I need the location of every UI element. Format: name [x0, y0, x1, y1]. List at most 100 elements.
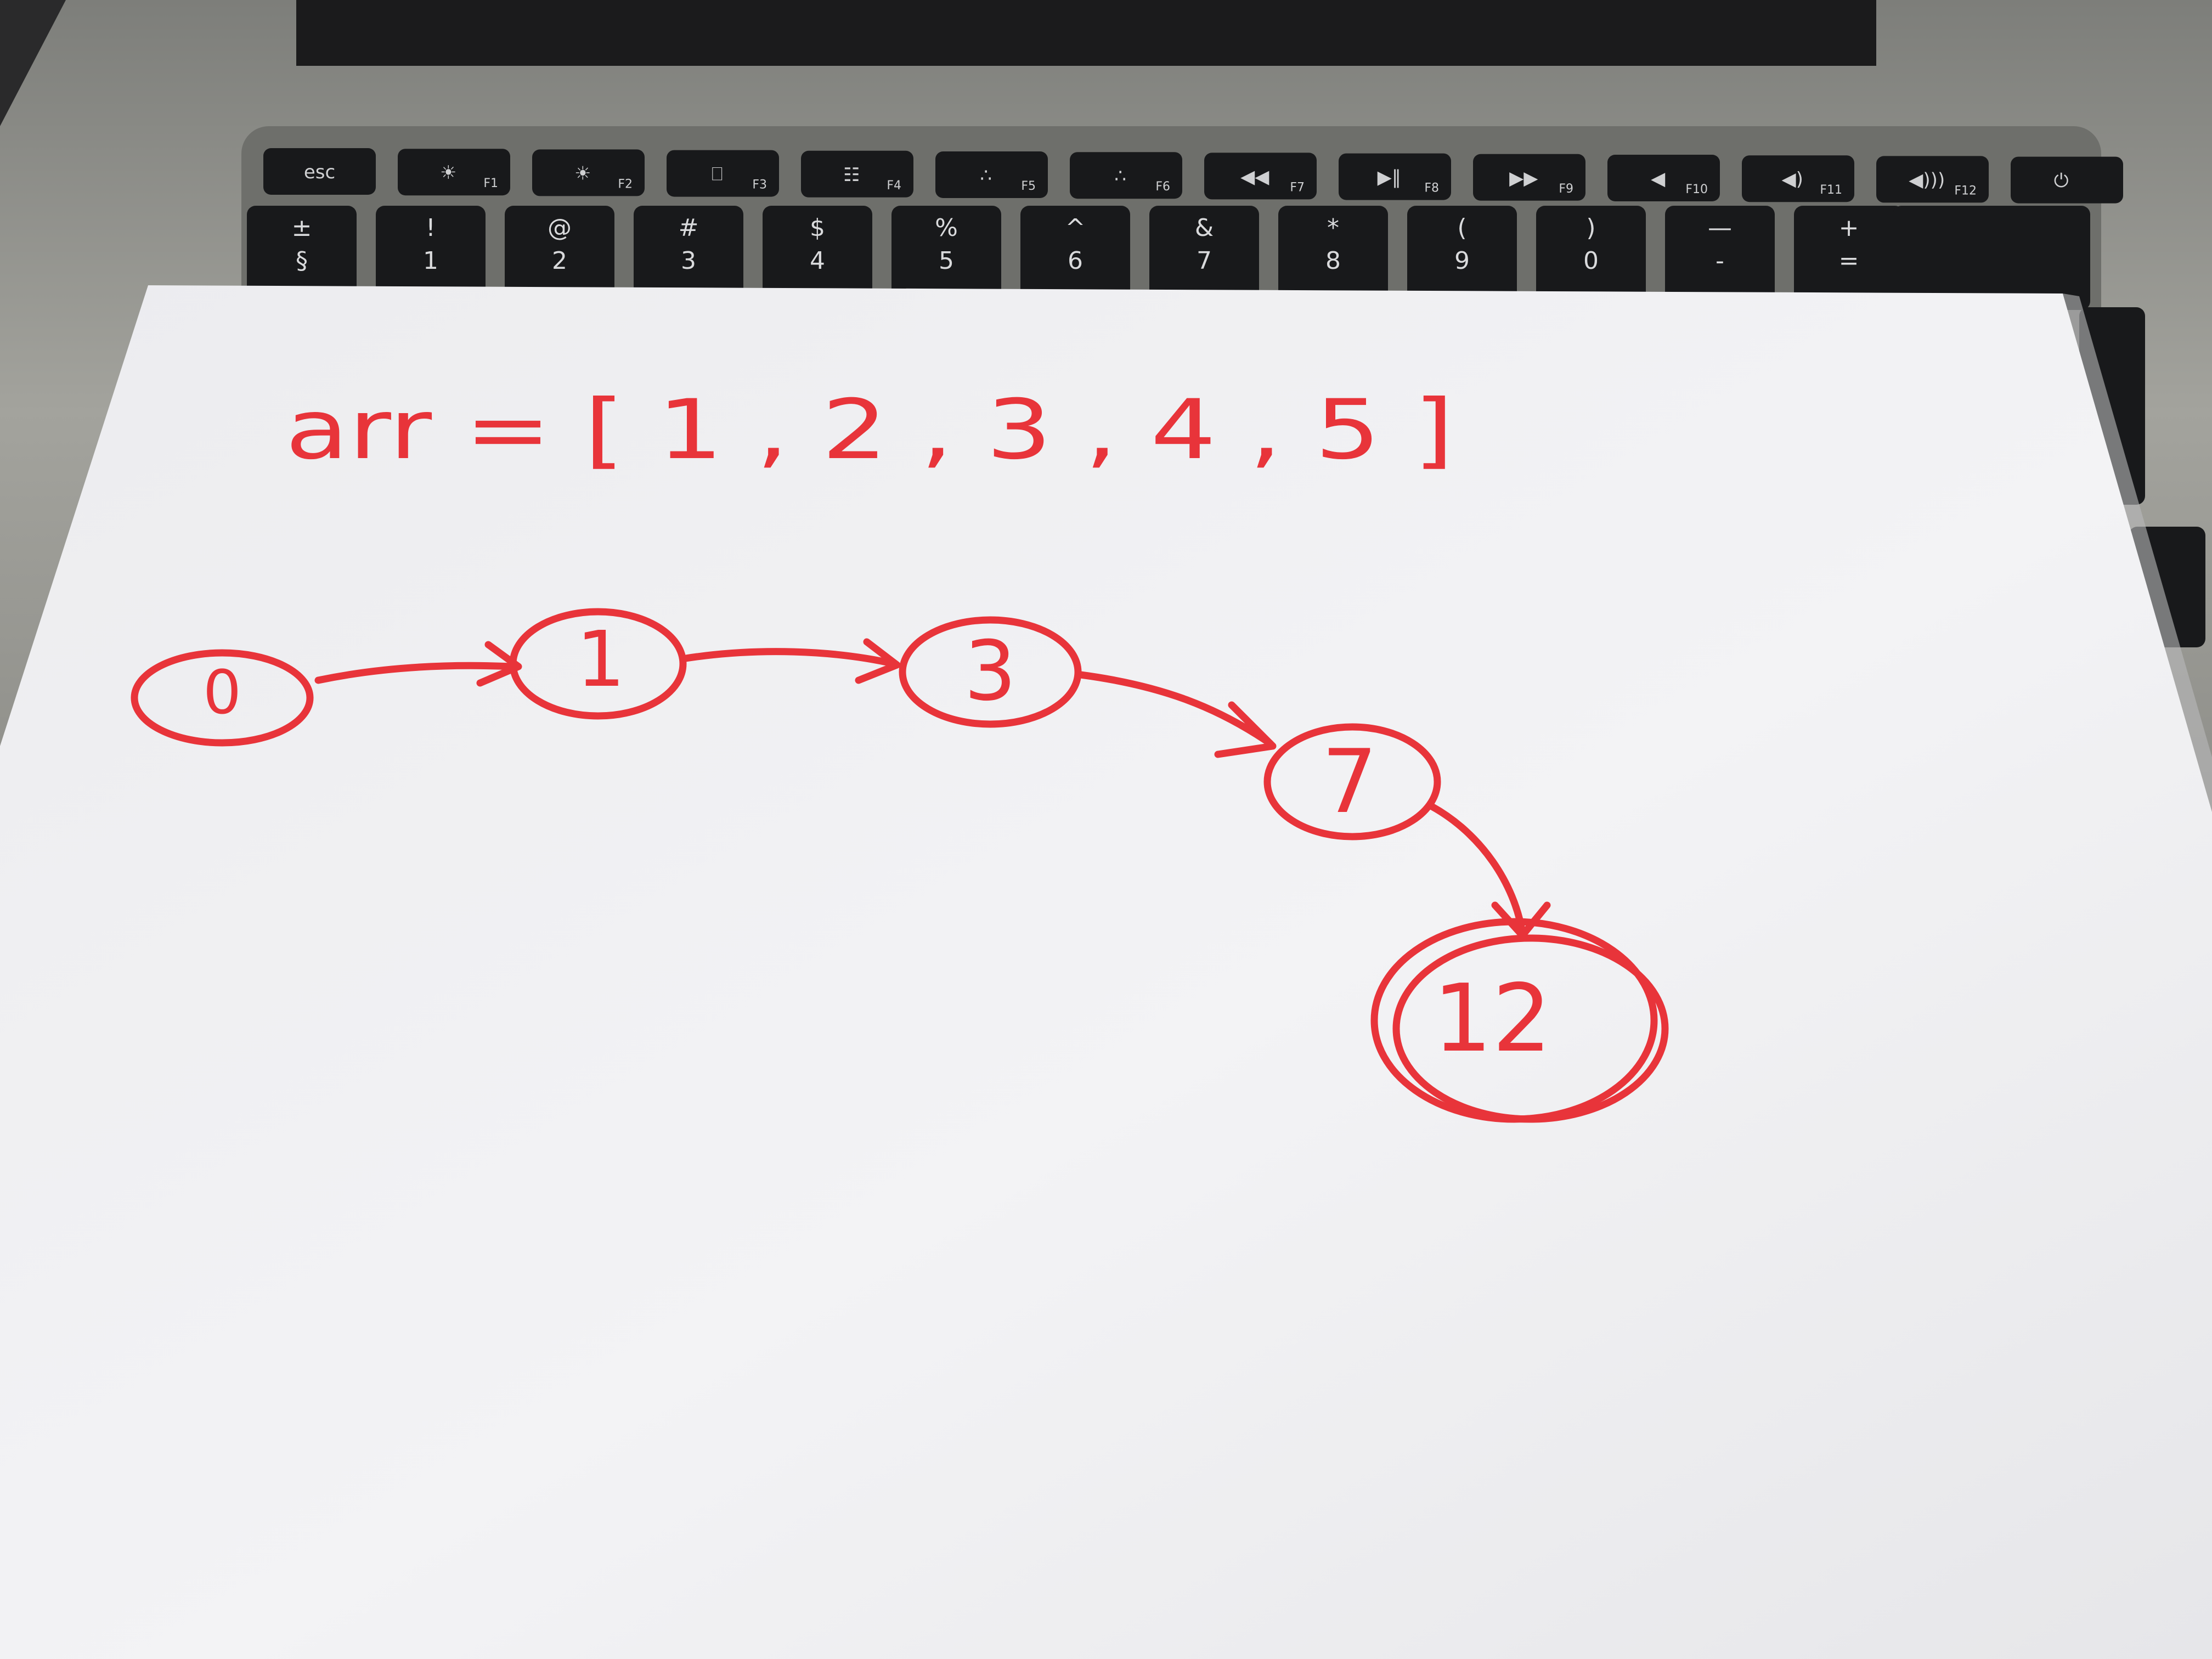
key-f9[interactable]: ▶▶ F9	[1473, 154, 1585, 201]
key-bottom-char: §	[296, 247, 308, 275]
key-label: F8	[1424, 182, 1439, 195]
key-label: F6	[1155, 180, 1170, 194]
key-glyph: ☀	[574, 162, 591, 184]
key-label: esc	[304, 161, 335, 183]
paper-shadow	[2063, 294, 2212, 812]
key-bottom-char: 8	[1325, 247, 1341, 275]
key-f5[interactable]: ∴ F5	[935, 151, 1048, 198]
key-top-char: *	[1327, 214, 1339, 242]
key-glyph: ⎕	[712, 163, 723, 185]
prefix-sum-diagram	[131, 608, 1669, 1123]
node-12	[1370, 918, 1669, 1123]
key-top-char: ^	[1065, 214, 1086, 242]
key-8[interactable]: *8	[1278, 206, 1388, 310]
key-label: F1	[483, 177, 498, 190]
node-7	[1263, 723, 1441, 840]
key-label: F7	[1290, 180, 1305, 194]
key-5[interactable]: %5	[891, 206, 1001, 310]
key-top-char: )	[1586, 214, 1595, 242]
key-glyph: ∴	[1114, 165, 1126, 187]
key-4[interactable]: $4	[763, 206, 872, 310]
key-label: F2	[618, 177, 633, 191]
key-§[interactable]: ±§	[247, 206, 357, 310]
key-bottom-char: 5	[939, 247, 954, 275]
key-top-char: &	[1195, 214, 1214, 242]
node-labels: 0 1 3 7 12	[203, 615, 1551, 1073]
key-power[interactable]: ⏻	[2011, 156, 2123, 204]
key-f7[interactable]: ◀◀ F7	[1204, 153, 1317, 200]
key-top-char: %	[935, 214, 958, 242]
key-1[interactable]: !1	[376, 206, 486, 310]
node-1	[509, 608, 687, 720]
key-top-char: $	[810, 214, 825, 242]
key-label: F9	[1559, 182, 1573, 196]
key-bottom-char: 2	[552, 247, 567, 275]
key-bottom-char: 0	[1583, 247, 1599, 275]
key-glyph: ◀)))	[1909, 169, 1945, 191]
key-bottom-char: 4	[810, 247, 825, 275]
key-top-char: ±	[292, 214, 312, 242]
node-label-7: 7	[1322, 730, 1378, 833]
key--[interactable]: —-	[1665, 206, 1775, 310]
key-glyph: ◀◀	[1240, 166, 1269, 188]
key-glyph: ☀	[440, 162, 456, 184]
key-glyph: ▶‖	[1378, 167, 1401, 189]
key-f11[interactable]: ◀) F11	[1742, 155, 1854, 202]
key-f6[interactable]: ∴ F6	[1070, 152, 1182, 199]
key-bottom-char: 6	[1068, 247, 1083, 275]
key-label: F4	[887, 179, 901, 193]
key-7[interactable]: &7	[1149, 206, 1259, 310]
edge-0-1	[314, 641, 522, 687]
key-bottom-char: -	[1716, 247, 1724, 275]
key-glyph: ⏻	[2054, 170, 2069, 192]
key-2[interactable]: @2	[505, 206, 614, 310]
node-label-12: 12	[1433, 964, 1551, 1073]
node-3	[899, 616, 1082, 728]
key-9[interactable]: (9	[1407, 206, 1517, 310]
key-f3[interactable]: ⎕ F3	[667, 150, 779, 197]
key-label: F10	[1685, 183, 1708, 196]
keyboard: esc ☀ F1 ☀ F2 ⎕ F3 ☷ F4 ∴ F5 ∴ F6 ◀◀ F7 ▶‖ F8 ▶▶ F9 ◀ F10 ◀) F…	[247, 148, 2205, 647]
key-esc[interactable]: esc	[263, 148, 376, 195]
key-f4[interactable]: ☷ F4	[801, 150, 913, 198]
key-0[interactable]: )0	[1536, 206, 1646, 310]
array-text: arr = [ 1 , 2 , 3 , 4 , 5 ]	[285, 382, 1454, 478]
key-label: F5	[1021, 179, 1036, 193]
key-glyph: ◀	[1651, 168, 1666, 190]
key-delete[interactable]	[1893, 206, 2090, 310]
key-glyph: ☷	[843, 164, 860, 186]
key-3[interactable]: #3	[634, 206, 743, 310]
key-f10[interactable]: ◀ F10	[1607, 155, 1720, 201]
paper-sheet	[0, 285, 2212, 1659]
key-top-char: —	[1708, 214, 1732, 242]
hinge-shadow	[296, 0, 1876, 66]
key-top-char: +	[1839, 214, 1859, 242]
key-6[interactable]: ^6	[1020, 206, 1130, 310]
key-top-char: (	[1457, 214, 1466, 242]
key-f1[interactable]: ☀ F1	[398, 149, 510, 196]
node-label-0: 0	[203, 657, 241, 727]
key-top-char: !	[426, 214, 436, 242]
edge-1-3	[682, 638, 901, 684]
edge-3-7	[1077, 671, 1277, 758]
node-0	[131, 649, 314, 747]
key-f2[interactable]: ☀ F2	[532, 149, 645, 196]
key-top-char: #	[679, 214, 699, 242]
key-bottom-char: 9	[1454, 247, 1470, 275]
key-bottom-char: =	[1839, 247, 1859, 275]
node-label-1: 1	[576, 615, 625, 704]
node-label-3: 3	[964, 624, 1016, 719]
key-bottom-char: 1	[423, 247, 438, 275]
key-glyph: ◀)	[1782, 168, 1803, 190]
key-top-char: @	[548, 214, 572, 242]
key-label: F11	[1820, 183, 1842, 197]
key-=[interactable]: +=	[1794, 206, 1904, 310]
key-f8[interactable]: ▶‖ F8	[1339, 153, 1451, 200]
array-definition: arr = [ 1 , 2 , 3 , 4 , 5 ]	[285, 382, 1454, 478]
key-label: F12	[1954, 184, 1977, 198]
key-bottom-char: 7	[1197, 247, 1212, 275]
key-f12[interactable]: ◀))) F12	[1876, 156, 1989, 203]
key-label: F3	[752, 178, 767, 192]
key-glyph: ▶▶	[1509, 167, 1538, 189]
